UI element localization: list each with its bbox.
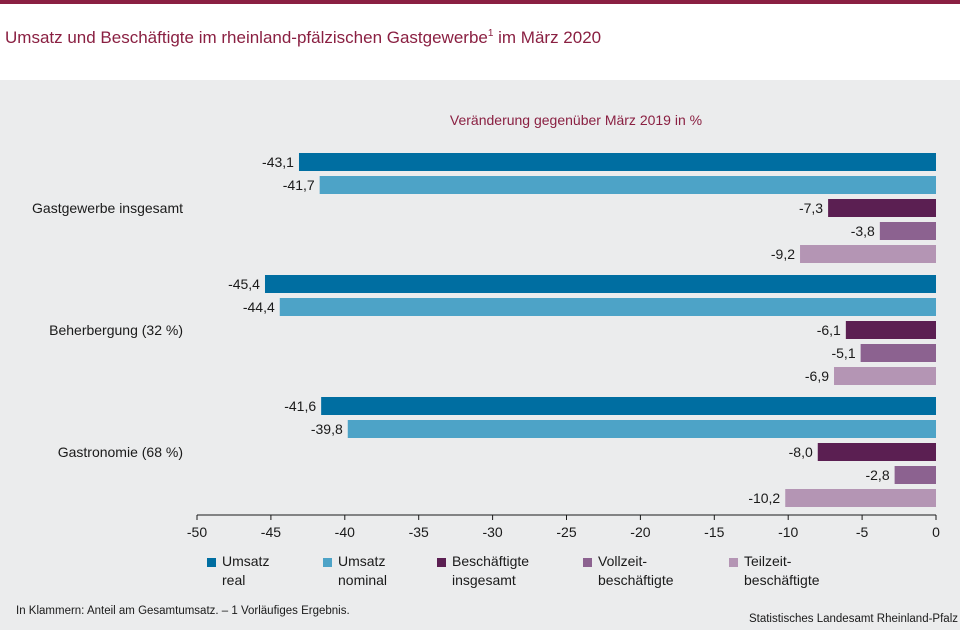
bar	[298, 153, 936, 171]
bar	[321, 397, 937, 415]
x-tick-label: -25	[556, 524, 576, 540]
data-label: -7,3	[799, 200, 823, 216]
footnote: In Klammern: Anteil am Gesamtumsatz. – 1…	[16, 605, 350, 617]
category-label: Beherbergung (32 %)	[49, 322, 183, 338]
legend-label: Umsatz nominal	[338, 553, 388, 588]
data-label: -43,1	[262, 154, 294, 170]
data-label: -6,9	[805, 368, 829, 384]
data-label: -39,8	[311, 421, 343, 437]
header-band: Umsatz und Beschäftigte im rheinland-pfä…	[0, 4, 960, 72]
bar	[279, 298, 936, 316]
bar	[894, 466, 936, 484]
legend-swatch	[583, 558, 592, 567]
x-tick-label: -5	[856, 524, 869, 540]
x-tick-label: -35	[409, 524, 429, 540]
chart-subtitle: Veränderung gegenüber März 2019 in %	[449, 112, 703, 128]
x-tick-label: -10	[778, 524, 798, 540]
bar	[319, 176, 936, 194]
x-tick-label: -15	[704, 524, 724, 540]
data-label: -3,8	[851, 223, 875, 239]
bar	[879, 222, 936, 240]
x-tick-label: -20	[630, 524, 650, 540]
data-label: -5,1	[831, 345, 855, 361]
title-footnote-mark: 1	[487, 28, 494, 39]
source-note: Statistisches Landesamt Rheinland-Pfalz	[748, 613, 958, 625]
legend-label: Umsatz real	[222, 553, 270, 588]
x-tick-label: -40	[335, 524, 355, 540]
x-tick-label: -50	[187, 524, 207, 540]
data-label: -2,8	[865, 467, 889, 483]
legend-label: Beschäftigte insgesamt	[452, 553, 530, 588]
legend-swatch	[729, 558, 738, 567]
data-label: -45,4	[228, 276, 260, 292]
category-label: Gastgewerbe insgesamt	[32, 200, 183, 216]
page-title: Umsatz und Beschäftigte im rheinland-pfä…	[5, 28, 601, 48]
legend-swatch	[437, 558, 446, 567]
bar	[834, 367, 936, 385]
category-label: Gastronomie (68 %)	[58, 444, 183, 460]
bar	[347, 420, 937, 438]
title-main: Umsatz und Beschäftigte im rheinland-pfä…	[5, 28, 488, 47]
data-label: -9,2	[771, 246, 795, 262]
legend-label: Vollzeit- beschäftigte	[598, 553, 674, 588]
bar	[264, 275, 936, 293]
bar	[828, 199, 936, 217]
header-separator	[0, 72, 960, 80]
bar	[860, 344, 936, 362]
data-label: -10,2	[748, 490, 780, 506]
x-tick-label: -45	[261, 524, 281, 540]
data-label: -6,1	[817, 322, 841, 338]
x-tick-label: -30	[482, 524, 502, 540]
bar	[800, 245, 936, 263]
data-label: -44,4	[243, 299, 275, 315]
data-label: -41,6	[284, 398, 316, 414]
title-tail: im März 2020	[493, 28, 602, 47]
top-accent-rule	[0, 0, 960, 4]
bar	[845, 321, 936, 339]
x-tick-label: 0	[932, 524, 940, 540]
bar	[817, 443, 936, 461]
bar	[785, 489, 936, 507]
legend-swatch	[323, 558, 332, 567]
legend-label: Teilzeit- beschäftigte	[744, 553, 820, 588]
legend-swatch	[207, 558, 216, 567]
data-label: -41,7	[283, 177, 315, 193]
data-label: -8,0	[789, 444, 813, 460]
